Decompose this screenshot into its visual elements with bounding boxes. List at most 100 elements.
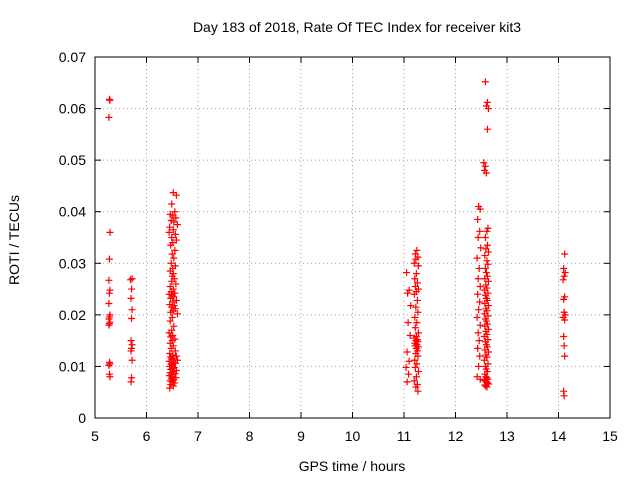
- data-point: [168, 277, 176, 285]
- data-point: [481, 234, 489, 241]
- data-point: [166, 384, 174, 392]
- data-point: [170, 254, 178, 262]
- data-point: [483, 125, 491, 133]
- data-point: [482, 269, 490, 277]
- x-tick-label: 12: [448, 428, 464, 444]
- data-point: [168, 234, 176, 241]
- data-point: [105, 300, 113, 308]
- data-point: [474, 234, 482, 241]
- data-point: [475, 306, 483, 314]
- data-point: [482, 382, 490, 390]
- data-point: [481, 252, 489, 260]
- data-point: [412, 255, 420, 263]
- data-point: [411, 324, 419, 332]
- data-point: [406, 331, 414, 339]
- x-tick-label: 5: [91, 428, 99, 444]
- data-point: [475, 337, 483, 345]
- data-point: [483, 383, 491, 391]
- data-point: [474, 344, 482, 352]
- data-point: [412, 303, 420, 311]
- data-point: [404, 319, 412, 327]
- y-tick-label: 0.04: [59, 204, 86, 220]
- data-point: [475, 362, 483, 370]
- data-point: [412, 373, 420, 381]
- data-point: [475, 264, 483, 272]
- data-point: [165, 290, 173, 298]
- data-point: [414, 368, 422, 376]
- data-point: [105, 361, 113, 369]
- data-point: [480, 356, 488, 364]
- data-point: [414, 308, 422, 316]
- data-point: [171, 208, 179, 216]
- x-tick-labels: 5 6 7 8 9 10 11 12 13 14 15: [91, 428, 618, 444]
- data-point: [476, 375, 484, 383]
- data-point: [481, 338, 489, 346]
- data-point: [173, 310, 181, 318]
- data-point: [480, 159, 488, 167]
- y-tick-label: 0.06: [59, 101, 86, 117]
- data-point: [166, 350, 174, 358]
- data-point: [165, 329, 173, 337]
- data-point: [480, 286, 488, 294]
- data-point: [411, 313, 419, 321]
- data-point: [407, 302, 415, 310]
- x-axis-label: GPS time / hours: [299, 458, 406, 474]
- data-point: [127, 347, 135, 355]
- grid: [95, 57, 610, 418]
- data-point: [410, 377, 418, 385]
- data-point: [171, 347, 179, 355]
- data-point: [412, 270, 420, 278]
- x-tick-label: 13: [499, 428, 515, 444]
- data-point: [168, 200, 176, 208]
- data-point: [172, 191, 180, 199]
- data-point: [560, 264, 568, 272]
- data-point: [171, 246, 179, 254]
- data-point: [128, 275, 136, 283]
- data-point: [170, 322, 178, 330]
- data-point: [169, 226, 177, 234]
- data-point: [171, 379, 179, 387]
- data-point: [127, 337, 135, 345]
- data-point: [170, 293, 178, 301]
- data-point: [168, 291, 176, 299]
- data-point: [167, 241, 175, 249]
- data-point: [166, 317, 174, 325]
- data-point: [476, 352, 484, 360]
- data-point: [476, 205, 484, 213]
- data-point: [172, 236, 180, 244]
- data-point: [561, 352, 569, 360]
- data-point: [484, 260, 492, 268]
- data-point: [413, 360, 421, 368]
- data-point: [168, 364, 176, 372]
- data-point: [411, 275, 419, 283]
- data-point: [411, 356, 419, 364]
- data-point: [560, 272, 568, 280]
- data-points: [105, 78, 569, 400]
- data-point: [169, 382, 177, 390]
- data-point: [128, 285, 136, 293]
- data-point: [473, 254, 481, 262]
- data-point: [560, 333, 568, 341]
- data-point: [483, 98, 491, 106]
- data-point: [483, 241, 491, 249]
- data-point: [403, 348, 411, 356]
- data-point: [560, 342, 568, 350]
- data-point: [168, 303, 176, 311]
- data-point: [481, 346, 489, 354]
- data-point: [172, 367, 180, 375]
- y-tick-label: 0.03: [59, 255, 86, 271]
- y-tick-label: 0.01: [59, 358, 86, 374]
- y-tick-label: 0.05: [59, 152, 86, 168]
- data-point: [414, 329, 422, 337]
- data-point: [172, 280, 180, 288]
- data-point: [477, 244, 485, 252]
- data-point: [106, 373, 114, 381]
- data-point: [170, 218, 178, 226]
- data-point: [127, 276, 135, 284]
- data-point: [482, 281, 490, 289]
- data-point: [559, 276, 567, 284]
- data-point: [413, 279, 421, 287]
- data-point: [561, 250, 569, 258]
- data-point: [480, 310, 488, 318]
- x-tick-label: 11: [397, 428, 412, 444]
